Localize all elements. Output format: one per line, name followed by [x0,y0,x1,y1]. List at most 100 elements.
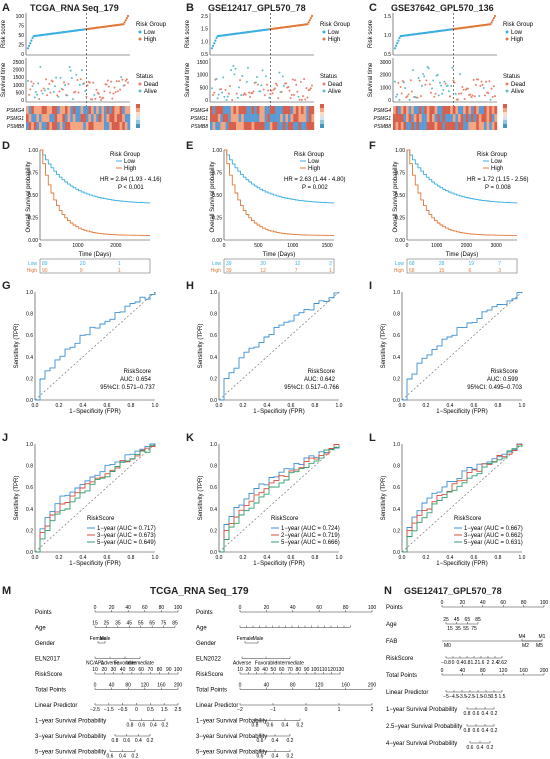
legend-dead-marker [138,82,142,86]
heatmap-cell [54,114,58,122]
heatmap-cell [256,106,260,114]
roc-time-plot: 0.00.0 0.2 0.2 0.4 0.4 0.6 0.6 0.8 0.8 1.0 1.0 1−Sp… [381,442,526,567]
heatmap-cell [212,114,216,122]
survival-point [446,84,449,87]
row-label: Points [386,605,403,611]
heatmap-cell [465,106,469,114]
scale-label: 0.8 [127,723,134,729]
heatmap-cell [220,106,224,114]
panel-title: TCGA_RNA Seq_179 [150,586,249,597]
tick-label: 0.6 [393,333,400,339]
heatmap-cell [463,106,466,114]
scale-label: 20 [101,667,107,673]
survival-point [419,95,422,98]
heatmap-cell [491,106,495,114]
tick-label: 0 [21,52,24,58]
heatmap-cell [256,114,260,122]
tick-label: 1500 [322,243,333,249]
heatmap-cell [246,106,250,114]
scale-label: 0 [94,605,97,611]
survival-point [305,87,308,90]
survival-point [397,81,400,84]
survival-point [491,95,494,98]
scale-label: 0.6 [257,738,264,744]
survival-point [441,92,444,95]
heatmap-cell [400,122,404,130]
tick-label: 1.5 [201,27,208,33]
heatmap-cell [59,122,63,130]
legend-high-marker [505,37,509,41]
scale-label: 80 [296,667,302,673]
tick-label: 0.0 [32,555,39,561]
risk-table-value: 1 [118,268,121,274]
heatmap-cell [212,106,216,114]
heatmap-cell [463,122,466,130]
heatmap-cell [398,114,401,122]
survival-point [433,95,436,98]
tick-label: 0.75 [28,171,38,177]
survival-point [212,93,215,96]
tick-label: 3000 [491,243,502,249]
heatmap-cell [70,122,73,130]
risk-point [489,23,492,26]
legend-high-label: High [308,166,320,172]
heatmap-cell [306,122,309,130]
heatmap-cell [406,106,409,114]
survival-point [213,91,216,94]
heatmap-cell [241,122,244,130]
ci-text: 95%CI: 0.495–0.703 [467,385,522,391]
survival-point [251,92,254,95]
heatmap-cell [408,122,412,130]
scale-label: 0 [441,668,444,674]
survival-point [217,93,220,96]
risk-table-value: 3 [498,268,501,274]
scale-label: 0.2 [287,738,294,744]
risk-table-value: 19 [468,261,474,267]
heatmap-cell [238,106,242,114]
heatmap-cell [59,106,63,114]
scale-label: 0.4 [135,738,142,744]
survival-point [460,92,463,95]
survival-point [490,87,493,90]
scale-label: −2.5 [90,707,100,713]
auc-text: AUC: 0.599 [487,377,519,383]
tick-label: 1.0 [519,403,526,409]
survival-point [216,97,219,100]
heatmap-cell [215,122,218,130]
survival-point [444,82,447,85]
tick-label: 0.5 [384,52,391,58]
heatmap-cell [288,114,291,122]
tick-label: 0.0 [393,550,400,556]
gene-label: PSMB8 [191,124,208,130]
heatmap-cell [44,122,47,130]
survival-point [297,95,300,98]
survival-point [245,80,248,83]
survival-point [454,92,457,95]
legend-title: Risk Group [477,152,508,158]
survival-point [234,67,237,70]
tick-label: 1000 [431,243,442,249]
survival-point [474,83,477,86]
scale-label: 45 [454,617,460,623]
survival-point [467,87,470,90]
risk-point [490,21,493,24]
heatmap-cell [285,114,289,122]
heatmap-cell [288,106,291,114]
tick-label: 500 [254,243,263,249]
legend-low-marker [505,30,509,34]
survival-point [427,67,430,70]
tick-label: 0.0 [210,398,217,404]
axis-title: Sensitivity (TPR) [198,324,204,369]
survival-point [289,97,292,100]
axis-title: Sensitivity (TPR) [381,324,387,369]
tick-label: 1000 [13,83,24,89]
scale-label: 80 [521,600,527,606]
diagonal-line [401,291,523,401]
heatmap-cell [217,122,221,130]
scale-label: 0.2 [491,728,498,734]
heatmap-cell [230,106,234,114]
heatmap-cell [426,106,430,114]
heatmap-cell [447,106,451,114]
tick-label: 0 [205,98,208,104]
risk-point [123,21,126,24]
